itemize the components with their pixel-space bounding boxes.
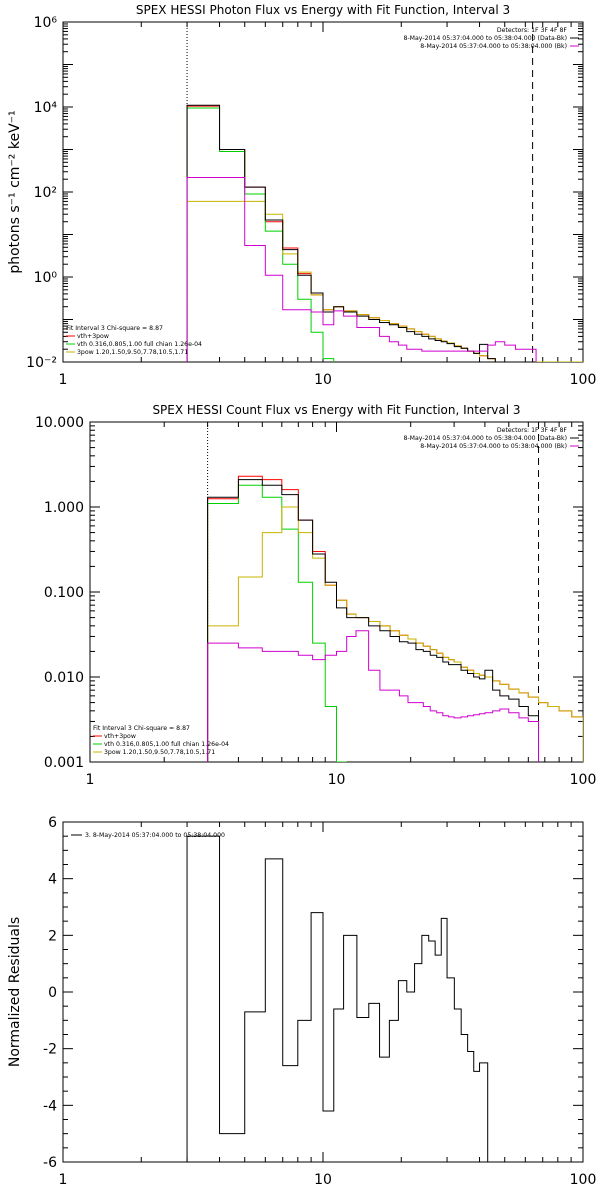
- legend-entry-text: 8-May-2014 05:37:04.000 to 05:38:04.000 …: [420, 443, 567, 450]
- y-tick-label: 10²: [34, 185, 57, 201]
- series-line-vth: [186, 107, 335, 362]
- legend-entry-text: vth 0.316,0.805,1.00 full chian 1.26e-04: [104, 741, 229, 748]
- y-tick-label: 2: [48, 928, 57, 944]
- x-axis: 1 10 100: [59, 822, 597, 1188]
- series-group: [207, 475, 583, 762]
- y-tick-label: 1.000: [44, 500, 84, 516]
- panel-1: SPEX HESSI Photon Flux vs Energy with Fi…: [7, 3, 596, 388]
- y-tick-label: -4: [43, 1098, 57, 1114]
- series-line-3pow: [207, 506, 583, 762]
- legend-entry-text: 8-May-2014 05:37:04.000 to 05:38:04.000 …: [404, 35, 568, 42]
- legend-entry-text: vth+3pow: [77, 333, 109, 340]
- x-tick-label: 10: [314, 1172, 332, 1188]
- x-tick-label: 1: [59, 1172, 68, 1188]
- series-line-bk: [207, 630, 540, 762]
- y-tick-label: 0.010: [44, 670, 84, 686]
- y-tick-label: 4: [48, 872, 57, 888]
- panel-2: SPEX HESSI Count Flux vs Energy with Fit…: [35, 403, 596, 788]
- legend-entry-text: vth 0.316,0.805,1.00 full chian 1.26e-04: [77, 341, 202, 348]
- series-line-vth-3pow: [207, 475, 583, 762]
- legend: Detectors: 1F 3F 4F 8F8-May-2014 05:37:0…: [93, 427, 579, 756]
- y-tick-label: 10⁰: [34, 270, 58, 286]
- y-tick-label: 10⁶: [34, 15, 58, 31]
- y-tick-label: 10.000: [35, 415, 84, 431]
- y-tick-label: 0.100: [44, 585, 84, 601]
- y-axis-label: photons s⁻¹ cm⁻² keV⁻¹: [7, 110, 23, 273]
- series-line-bk: [186, 176, 537, 362]
- series-line-data-bk: [186, 104, 537, 362]
- x-tick-label: 10: [328, 772, 346, 788]
- y-tick-label: -2: [43, 1042, 57, 1058]
- series-line-vth-3pow: [186, 105, 583, 362]
- x-tick-label: 100: [570, 1172, 597, 1188]
- legend-entry-text: vth+3pow: [104, 733, 136, 740]
- x-axis: 1 10 100: [59, 22, 597, 388]
- series-line-3pow: [186, 200, 583, 362]
- series-line-3-8-may-2014-05-37-04-000-to-05-38-04-000: [186, 835, 496, 1162]
- legend-entry-text: 3. 8-May-2014 05:37:04.000 to 05:38:04.0…: [85, 832, 225, 839]
- legend-entry-text: 3pow 1.20,1.50,9.50,7.78,10.5,1.71: [104, 749, 215, 756]
- series-group: [186, 104, 583, 362]
- legend-entry-text: 8-May-2014 05:37:04.000 to 05:38:04.000 …: [404, 435, 568, 442]
- y-axis: 10⁻² 10⁰ 10² 10⁴ 10⁶: [26, 15, 583, 371]
- legend-entry-text: 8-May-2014 05:37:04.000 to 05:38:04.000 …: [420, 43, 567, 50]
- legend-entry-text: Detectors: 1F 3F 4F 8F: [497, 427, 568, 434]
- series-line-vth: [207, 484, 347, 762]
- y-tick-label: 0: [48, 985, 57, 1001]
- x-tick-label: 1: [59, 372, 68, 388]
- y-tick-label: -6: [43, 1155, 57, 1171]
- x-tick-label: 100: [570, 372, 597, 388]
- y-axis: -6 -4 -2 0 2 4 6: [43, 815, 583, 1171]
- y-axis: 0.001 0.010 0.100 1.000 10.000: [35, 415, 583, 771]
- y-tick-label: 10⁴: [34, 100, 58, 116]
- panel-3: 1 10 100 -6 -4 -2 0 2 4 6 Normalized Residuals 3. 8…: [7, 815, 596, 1188]
- x-tick-label: 10: [314, 372, 332, 388]
- y-tick-label: 6: [48, 815, 57, 831]
- legend-entry-text: 3pow 1.20,1.50,9.50,7.78,10.5,1.71: [77, 349, 188, 356]
- x-axis: 1 10 100: [86, 422, 597, 788]
- series-line-data-bk: [207, 479, 540, 762]
- legend-entry-text: Fit Interval 3 Chi-square = 8.87: [93, 725, 190, 732]
- x-tick-label: 1: [86, 772, 95, 788]
- x-tick-label: 100: [570, 772, 597, 788]
- y-tick-label: 10⁻²: [26, 355, 57, 371]
- y-tick-label: 0.001: [44, 755, 84, 771]
- legend: Detectors: 1F 3F 4F 8F8-May-2014 05:37:0…: [66, 27, 579, 356]
- chart-title: SPEX HESSI Photon Flux vs Energy with Fi…: [136, 3, 510, 17]
- y-axis-label: Normalized Residuals: [7, 917, 23, 1067]
- legend: 3. 8-May-2014 05:37:04.000 to 05:38:04.0…: [71, 832, 225, 839]
- legend-entry-text: Detectors: 1F 3F 4F 8F: [497, 27, 568, 34]
- chart-title: SPEX HESSI Count Flux vs Energy with Fit…: [152, 403, 520, 417]
- series-group: [186, 835, 496, 1162]
- legend-entry-text: Fit Interval 3 Chi-square = 8.87: [66, 325, 163, 332]
